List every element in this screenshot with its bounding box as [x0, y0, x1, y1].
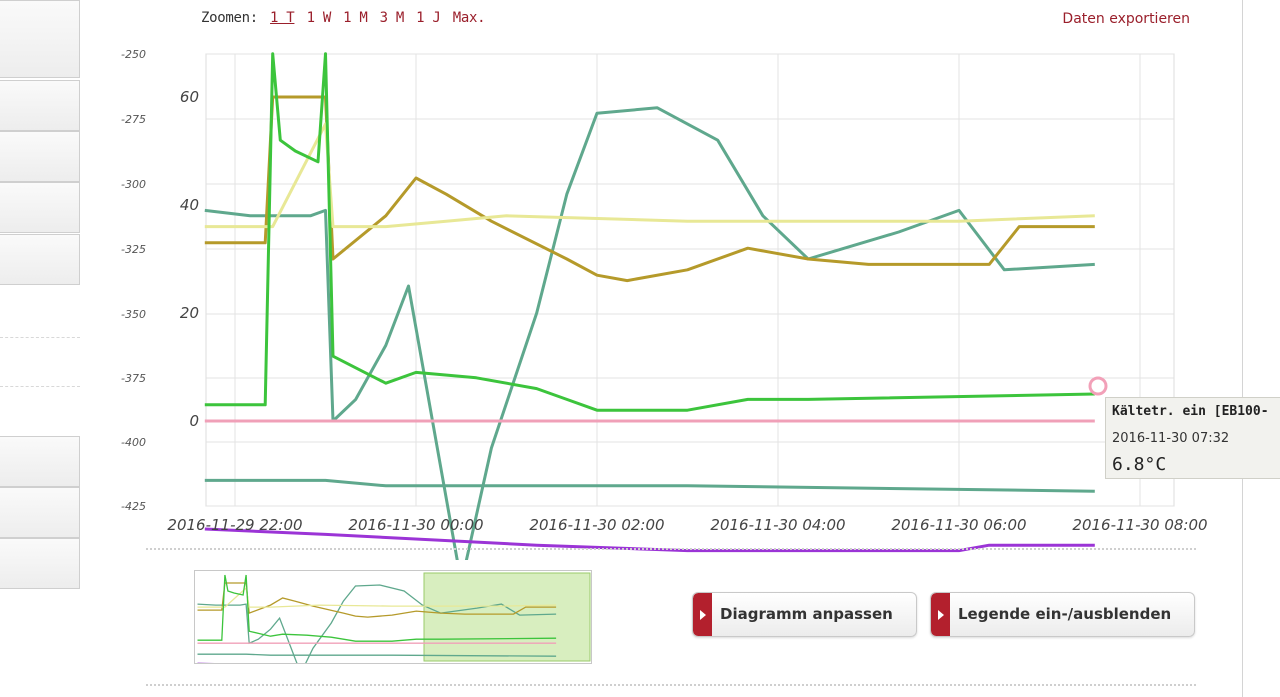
sidebar-item[interactable] [0, 0, 80, 78]
y2-tick-label: 40 [180, 196, 199, 214]
zoom-option-1j[interactable]: 1 J [416, 10, 441, 26]
y2-tick-label: 20 [180, 304, 199, 322]
zoom-option-1m[interactable]: 1 M [343, 10, 368, 26]
navigator-range[interactable] [423, 572, 591, 662]
y-tick-label: -325 [121, 243, 146, 256]
adjust-diagram-button[interactable]: Diagramm anpassen [692, 592, 917, 637]
export-data-link[interactable]: Daten exportieren [1062, 11, 1190, 27]
sidebar-divider [0, 337, 80, 338]
sidebar-item[interactable] [0, 80, 80, 131]
sidebar-item[interactable] [0, 436, 80, 487]
x-tick-label: 2016-11-30 00:00 [348, 516, 483, 534]
sidebar-item[interactable] [0, 234, 80, 285]
sidebar-item[interactable] [0, 131, 80, 182]
navigator-line-1 [197, 584, 557, 675]
navigator-line-4 [197, 574, 557, 642]
series-line-3 [204, 122, 1095, 229]
navigator[interactable] [194, 570, 592, 675]
zoom-option-1t[interactable]: 1 T [270, 10, 295, 26]
y-axis-left: -250 -275 -300 -325 -350 -375 -400 -425 [121, 48, 146, 513]
x-tick-label: 2016-11-30 06:00 [891, 516, 1026, 534]
series-line-1 [204, 106, 1095, 560]
zoom-option-1w[interactable]: 1 W [306, 10, 332, 26]
tooltip: Kältetr. ein [EB100- 2016-11-30 07:32 6.… [1105, 397, 1280, 479]
y2-tick-label: 60 [180, 88, 199, 106]
toggle-legend-button[interactable]: Legende ein-/ausblenden [930, 592, 1195, 637]
adjust-diagram-label: Diagramm anpassen [720, 605, 893, 623]
navigator-line-6 [197, 653, 557, 657]
y-tick-label: -250 [121, 48, 146, 61]
y-tick-label: -275 [121, 113, 146, 126]
series-line-6 [204, 478, 1095, 493]
y-axis-right: 60 40 20 0 [180, 88, 199, 430]
navigator-chart [197, 572, 591, 675]
sidebar-divider [0, 386, 80, 387]
arrow-icon [931, 593, 950, 636]
y-tick-label: -400 [121, 436, 146, 449]
zoom-option-max[interactable]: Max. [452, 10, 486, 26]
line-chart: -250 -275 -300 -325 -350 -375 -400 -425 60 40 20 0… [121, 48, 1208, 560]
divider [146, 548, 1196, 550]
zoom-label: Zoomen: [201, 10, 258, 26]
sidebar-item[interactable] [0, 538, 80, 589]
divider [146, 684, 1196, 686]
hover-marker [1088, 376, 1108, 396]
x-tick-label: 2016-11-30 04:00 [710, 516, 845, 534]
navigator-line-3 [197, 586, 557, 608]
sidebar-item[interactable] [0, 487, 80, 538]
y-tick-label: -425 [121, 500, 146, 513]
y-tick-label: -375 [121, 372, 146, 385]
series-line-7 [204, 527, 1095, 553]
toggle-legend-label: Legende ein-/ausblenden [958, 605, 1172, 623]
tooltip-time: 2016-11-30 07:32 [1112, 431, 1230, 446]
zoom-bar: Zoomen: 1 T 1 W 1 M 3 M 1 J Max. [201, 10, 486, 26]
y2-tick-label: 0 [189, 412, 199, 430]
tooltip-value: 6.8°C [1112, 454, 1167, 475]
y-tick-label: -350 [121, 308, 146, 321]
x-tick-label: 2016-11-29 22:00 [167, 516, 302, 534]
sidebar [0, 0, 80, 590]
sidebar-item[interactable] [0, 182, 80, 233]
y-tick-label: -300 [121, 178, 146, 191]
right-divider [1242, 0, 1243, 697]
zoom-option-3m[interactable]: 3 M [379, 10, 405, 26]
x-axis: 2016-11-29 22:00 2016-11-30 00:00 2016-11-… [167, 516, 1207, 534]
arrow-icon [693, 593, 712, 636]
plot-area [205, 53, 1175, 507]
x-tick-label: 2016-11-30 02:00 [529, 516, 664, 534]
series-group [204, 52, 1095, 560]
series-line-4 [204, 52, 1095, 412]
tooltip-title: Kältetr. ein [EB100- [1112, 404, 1269, 419]
x-tick-label: 2016-11-30 08:00 [1072, 516, 1207, 534]
grid [206, 53, 1174, 507]
